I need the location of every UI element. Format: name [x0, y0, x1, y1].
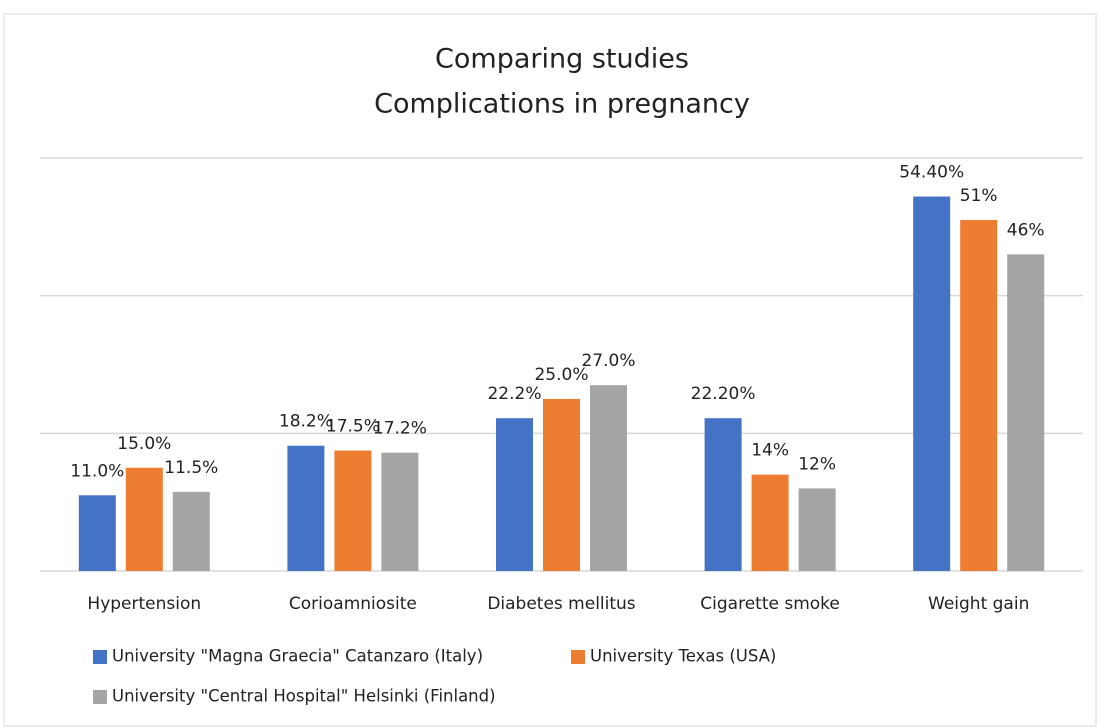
bar [1007, 254, 1045, 571]
value-label: 11.0% [70, 461, 124, 481]
bar [125, 467, 163, 571]
bar [543, 398, 580, 571]
x-tick-label: Corioamniosite [289, 594, 417, 614]
legend-swatch [93, 690, 107, 704]
value-label: 11.5% [164, 458, 218, 478]
chart-subtitle: Complications in pregnancy [374, 89, 750, 120]
bar [172, 491, 210, 571]
bar [960, 219, 998, 571]
value-label: 22.2% [487, 384, 541, 404]
value-label: 17.2% [373, 419, 427, 439]
bar [78, 495, 116, 571]
value-label: 25.0% [534, 365, 588, 385]
value-label: 22.20% [691, 384, 756, 404]
bar [381, 452, 419, 571]
x-tick-label: Diabetes mellitus [487, 594, 635, 614]
value-label: 18.2% [279, 412, 333, 432]
bar [913, 196, 951, 571]
chart-title: Comparing studies [435, 44, 689, 75]
bar [287, 445, 325, 571]
x-tick-label: Cigarette smoke [700, 594, 840, 614]
x-tick-label: Weight gain [928, 594, 1029, 614]
value-label: 27.0% [581, 351, 635, 371]
bar [590, 385, 627, 571]
legend-swatch [93, 650, 107, 664]
value-label: 51% [960, 186, 998, 206]
value-label: 12% [798, 454, 836, 474]
legend-label: University "Central Hospital" Helsinki (… [112, 687, 496, 706]
value-label: 15.0% [117, 434, 171, 454]
value-label: 46% [1007, 220, 1045, 240]
value-label: 17.5% [326, 417, 380, 437]
value-label: 54.40% [899, 163, 964, 183]
bar [704, 418, 742, 571]
legend-swatch [571, 650, 585, 664]
legend-label: University "Magna Graecia" Catanzaro (It… [112, 647, 483, 666]
x-tick-label: Hypertension [87, 594, 201, 614]
bar [496, 418, 533, 571]
bar [798, 488, 836, 571]
bar [751, 474, 789, 571]
legend-label: University Texas (USA) [590, 647, 776, 666]
bar [334, 450, 372, 571]
value-label: 14% [751, 441, 789, 461]
